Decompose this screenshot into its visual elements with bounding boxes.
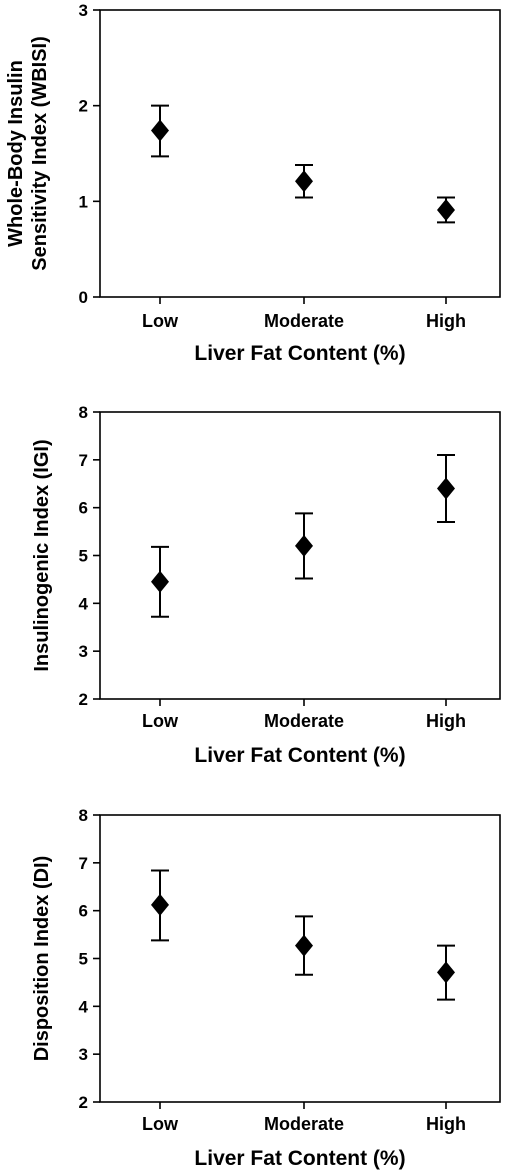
y-tick-label: 2 [79,97,88,116]
y-tick-label: 5 [79,950,88,969]
data-point-diamond [437,477,455,500]
chart-panel-1: 0 1 2 3 Low Moderate High Liver Fat Content (%)… [5,1,501,365]
x-tick-label: Moderate [264,711,344,731]
x-axis-title: Liver Fat Content (%) [194,744,405,767]
x-tick-label: Moderate [264,1114,344,1134]
data-point-diamond [151,119,169,142]
data-point-diamond [437,961,455,984]
data-point-diamond [295,170,313,193]
data-point-diamond [151,893,169,916]
y-tick-label: 6 [79,902,88,921]
y-tick-label: 6 [79,499,88,518]
y-axis-title-line-1: Disposition Index (DI) [31,856,53,1062]
y-tick-label: 7 [79,854,88,873]
y-axis-title-line-2: Sensitivity Index (WBISI) [29,36,51,270]
y-tick-label: 5 [79,547,88,566]
y-tick-label: 2 [79,1093,88,1112]
y-tick-label: 8 [79,806,88,825]
x-tick-label: Low [142,311,179,331]
x-tick-label: High [426,711,466,731]
x-tick-label: High [426,1114,466,1134]
y-tick-label: 8 [79,403,88,422]
y-tick-label: 3 [79,1045,88,1064]
y-tick-label: 4 [79,594,89,613]
x-tick-label: High [426,311,466,331]
y-tick-label: 7 [79,451,88,470]
x-axis-title: Liver Fat Content (%) [194,1147,405,1170]
data-point-diamond [295,934,313,957]
plot-frame [99,9,501,298]
data-point-diamond [151,570,169,593]
data-point-diamond [295,534,313,557]
chart-panel-2: 2 3 4 5 6 7 8 Low Moderate High Liver Fat Content … [31,403,501,767]
y-tick-label: 3 [79,642,88,661]
y-tick-label: 0 [79,288,88,307]
data-point-diamond [437,198,455,221]
x-axis-title: Liver Fat Content (%) [194,342,405,365]
x-tick-label: Low [142,1114,179,1134]
chart-panel-3: 2 3 4 5 6 7 8 Low Moderate High Liver Fat Content … [31,806,501,1170]
x-tick-label: Moderate [264,311,344,331]
y-tick-label: 2 [79,690,88,709]
x-tick-label: Low [142,711,179,731]
y-tick-label: 3 [79,1,88,20]
y-tick-label: 4 [79,997,89,1016]
y-tick-label: 1 [79,192,88,211]
plot-frame [99,814,501,1103]
y-axis-title-line-1: Whole-Body Insulin [5,60,27,247]
y-axis-title-line-1: Insulinogenic Index (IGI) [31,439,53,671]
